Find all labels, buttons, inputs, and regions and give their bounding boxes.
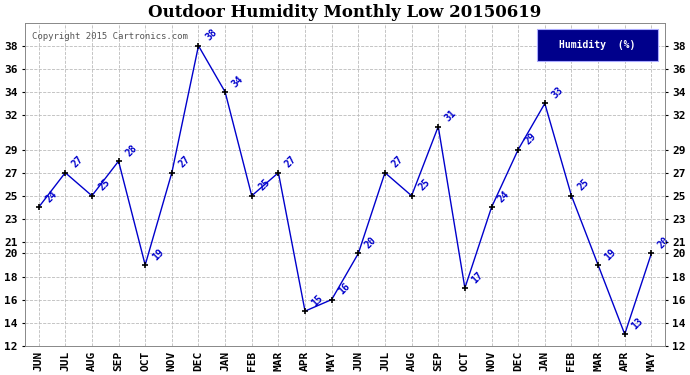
Text: 16: 16 [337,281,352,297]
Text: 24: 24 [43,189,59,204]
FancyBboxPatch shape [537,29,658,62]
Text: 19: 19 [150,247,166,262]
Text: 25: 25 [576,177,591,193]
Text: 28: 28 [124,143,139,158]
Text: 17: 17 [470,270,485,285]
Title: Outdoor Humidity Monthly Low 20150619: Outdoor Humidity Monthly Low 20150619 [148,4,542,21]
Text: 25: 25 [97,177,112,193]
Text: 38: 38 [204,27,219,43]
Text: 27: 27 [70,154,86,170]
Text: 27: 27 [390,154,405,170]
Text: Copyright 2015 Cartronics.com: Copyright 2015 Cartronics.com [32,32,188,41]
Text: 15: 15 [310,293,325,308]
Text: 33: 33 [550,85,565,100]
Text: 20: 20 [363,235,379,250]
Text: 27: 27 [283,154,299,170]
Text: 20: 20 [656,235,671,250]
Text: 29: 29 [523,131,538,147]
Text: 27: 27 [177,154,192,170]
Text: 13: 13 [629,316,645,331]
Text: 19: 19 [603,247,618,262]
Text: 25: 25 [257,177,272,193]
Text: 24: 24 [496,189,512,204]
Text: 25: 25 [416,177,432,193]
Text: Humidity  (%): Humidity (%) [560,40,635,50]
Text: 34: 34 [230,74,245,89]
Text: 31: 31 [443,108,458,124]
